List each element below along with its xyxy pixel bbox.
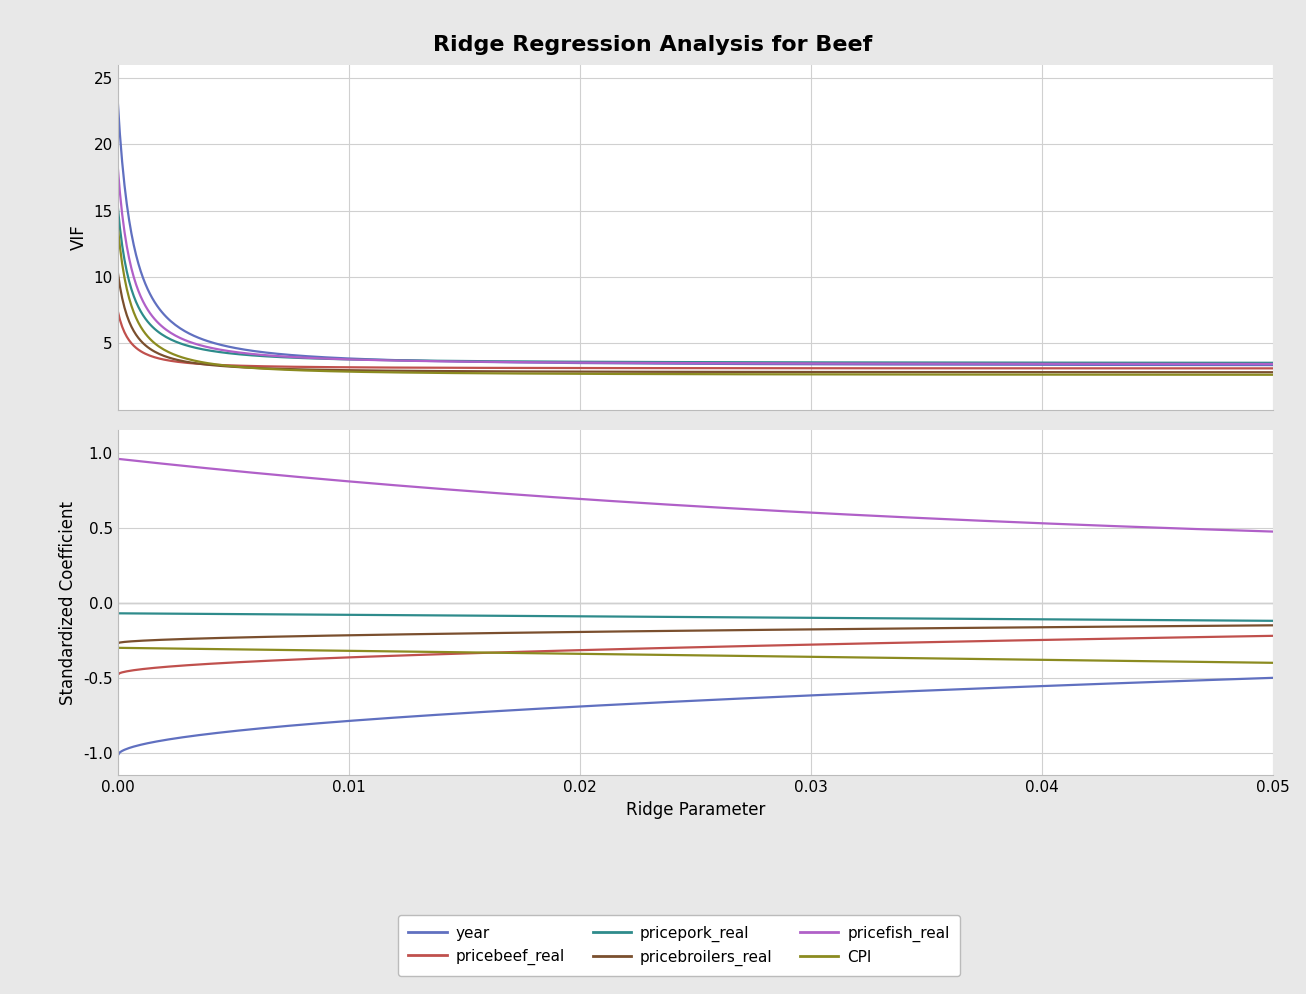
Legend: year, pricebeef_real, pricepork_real, pricebroilers_real, pricefish_real, CPI: year, pricebeef_real, pricepork_real, pr… — [398, 915, 960, 976]
X-axis label: Ridge Parameter: Ridge Parameter — [626, 801, 765, 819]
Y-axis label: VIF: VIF — [71, 225, 88, 249]
Y-axis label: Standardized Coefficient: Standardized Coefficient — [60, 501, 77, 705]
Text: Ridge Regression Analysis for Beef: Ridge Regression Analysis for Beef — [434, 35, 872, 55]
